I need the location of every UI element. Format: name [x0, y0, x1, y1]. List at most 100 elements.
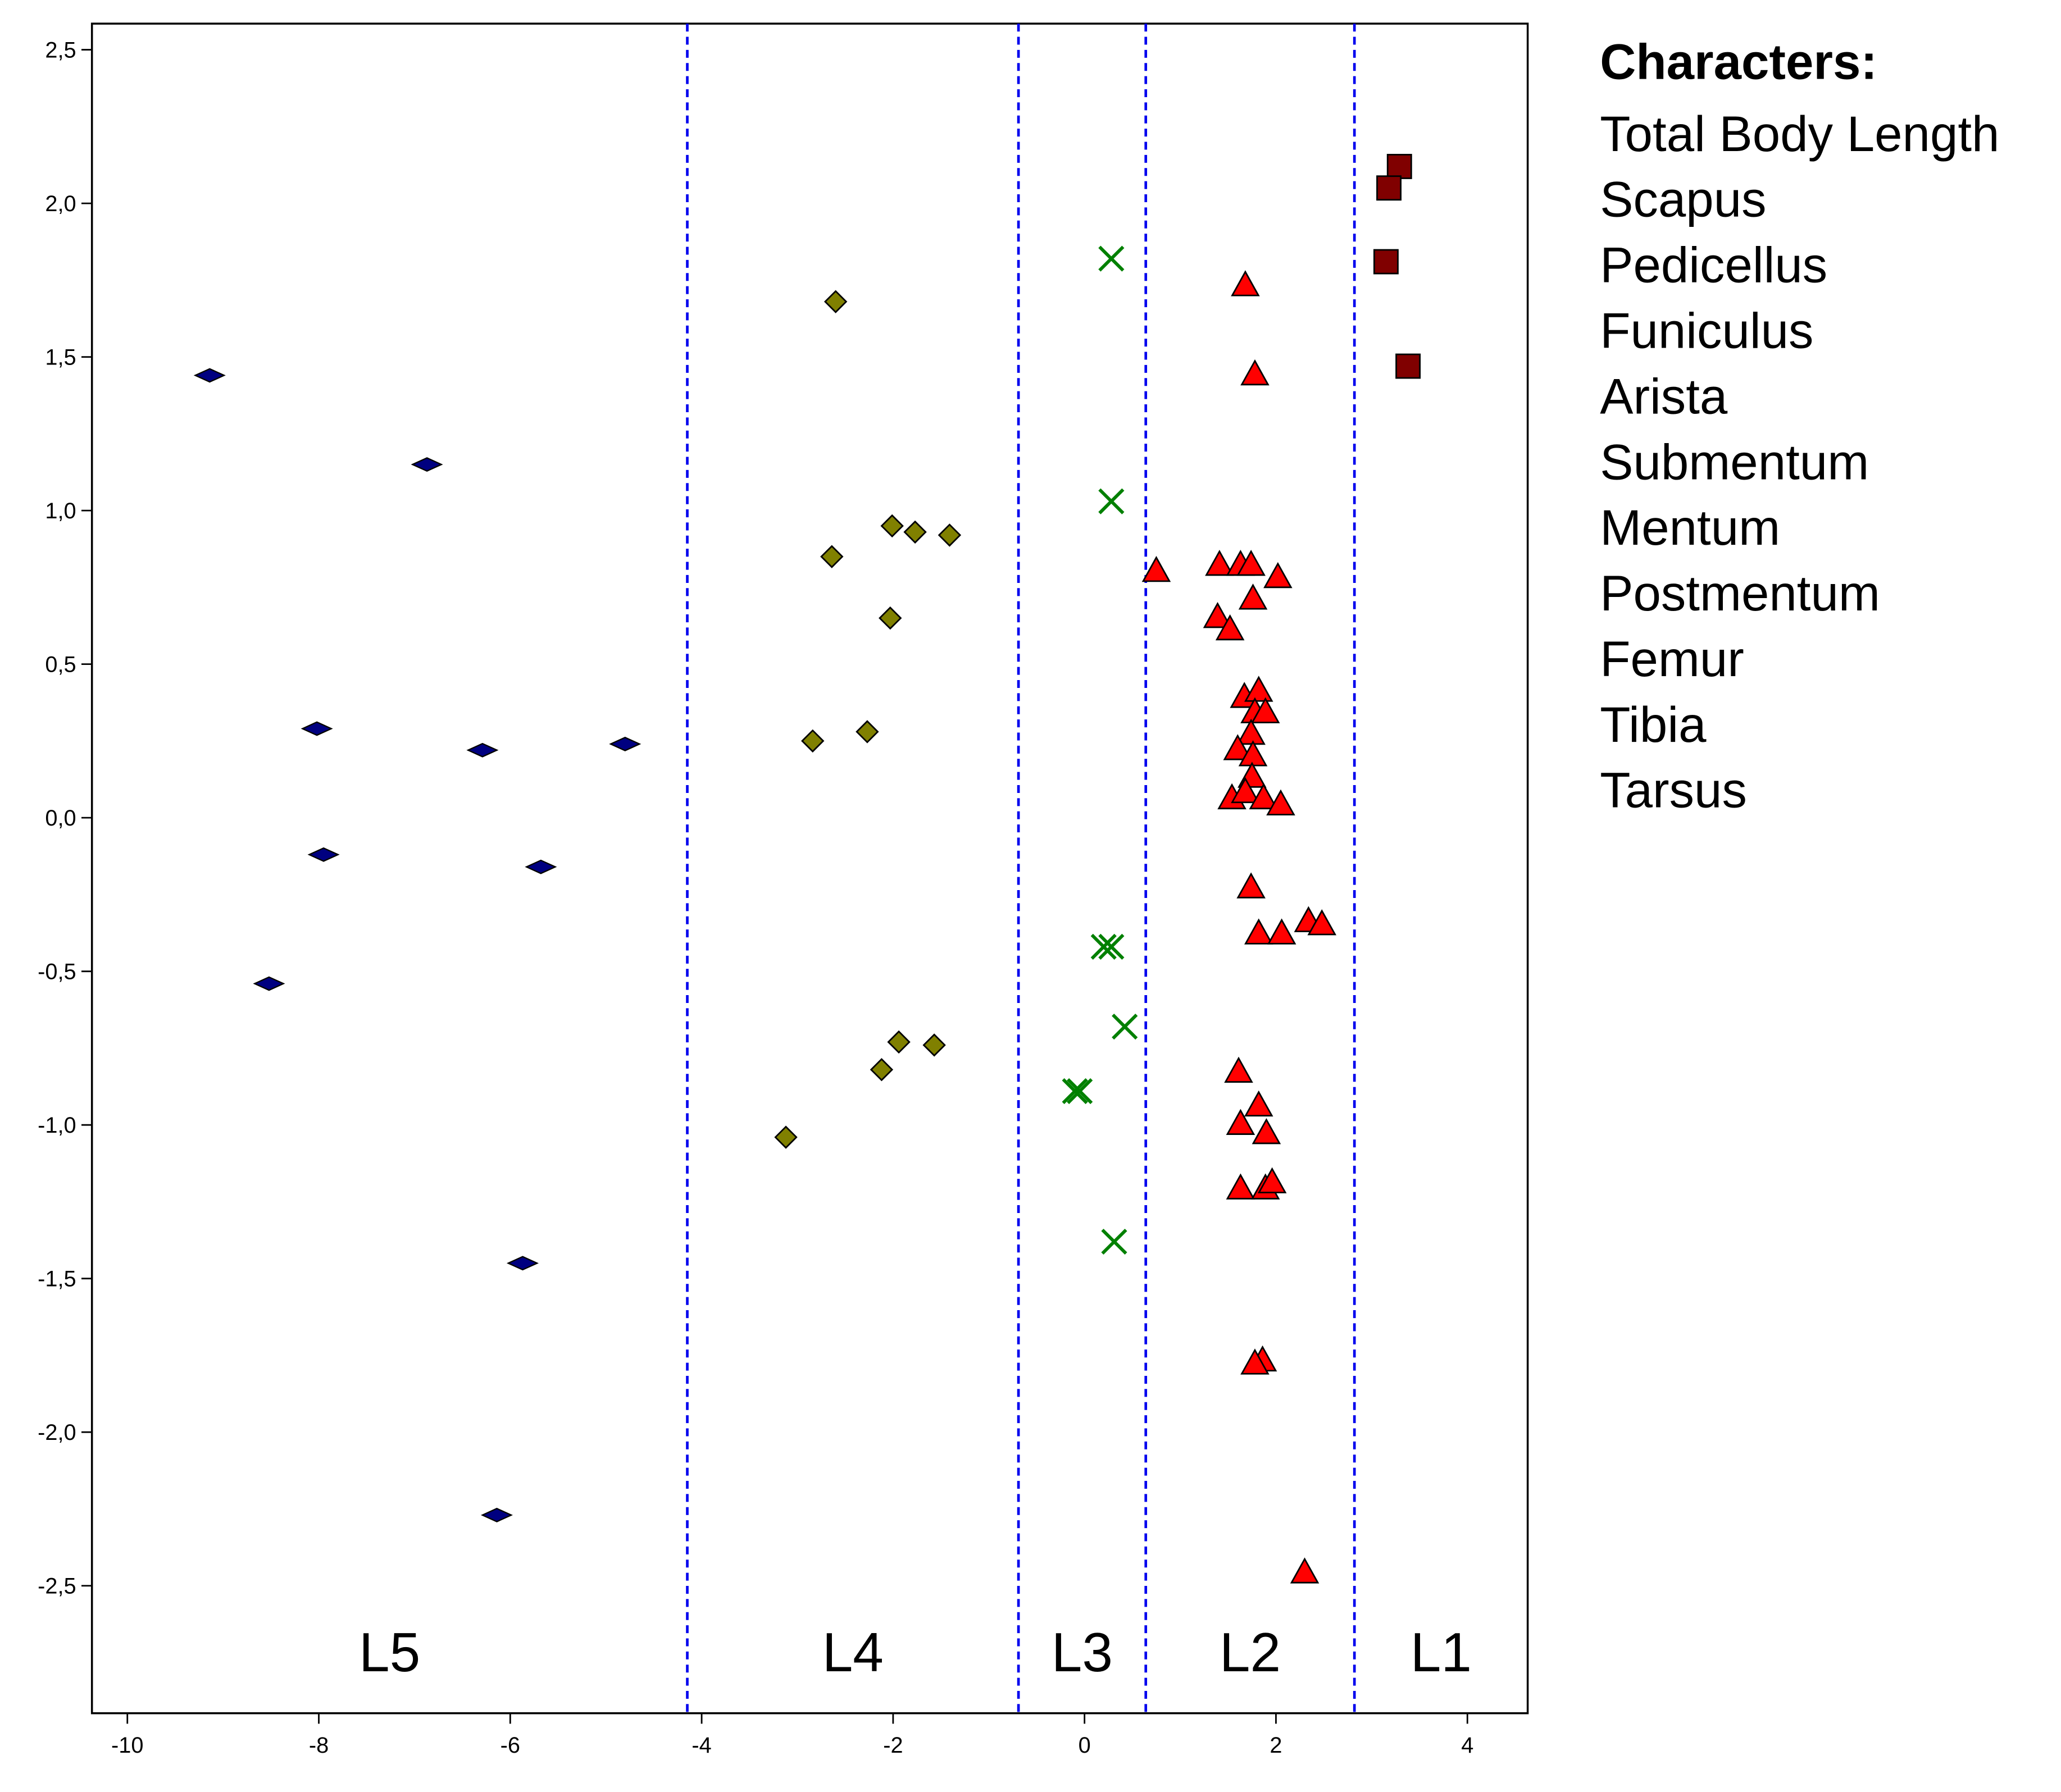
point — [1257, 1167, 1287, 1193]
point — [856, 720, 879, 744]
region-label: L2 — [1220, 1621, 1281, 1683]
legend-item: Total Body Length — [1600, 106, 1999, 162]
point — [480, 1507, 513, 1522]
legend-title: Characters: — [1600, 34, 1877, 89]
point — [1098, 245, 1125, 272]
point — [774, 1125, 798, 1149]
y-tick-label: -1,0 — [38, 1113, 76, 1138]
legend-item: Postmentum — [1600, 566, 1880, 621]
point — [1290, 1557, 1320, 1584]
y-tick-label: 0,0 — [45, 806, 76, 831]
region-label: L3 — [1052, 1621, 1113, 1683]
point — [1236, 549, 1266, 576]
x-tick-label: -8 — [309, 1733, 329, 1758]
legend-item: Femur — [1600, 631, 1744, 687]
legend-item: Funiculus — [1600, 303, 1813, 359]
point — [1395, 353, 1421, 379]
legend-item: Pedicellus — [1600, 238, 1827, 293]
point — [1236, 872, 1266, 899]
legend-item: Submentum — [1600, 434, 1869, 490]
point — [411, 457, 443, 472]
legend-item: Mentum — [1600, 500, 1780, 555]
point — [1062, 1078, 1088, 1105]
point — [1226, 1109, 1255, 1135]
point — [1112, 1014, 1138, 1040]
point — [1141, 555, 1171, 582]
x-tick-label: -6 — [501, 1733, 520, 1758]
y-tick-label: -2,5 — [38, 1574, 76, 1599]
point — [506, 1256, 539, 1271]
point — [1090, 933, 1117, 960]
legend-item: Scapus — [1600, 172, 1766, 227]
point — [1240, 1348, 1270, 1375]
point — [1238, 583, 1268, 610]
point — [301, 721, 333, 736]
x-tick-label: -2 — [883, 1733, 903, 1758]
point — [466, 742, 499, 758]
point — [824, 290, 848, 313]
point — [922, 1033, 946, 1057]
point — [1224, 1056, 1253, 1083]
point — [1101, 1228, 1127, 1255]
point — [1244, 1090, 1273, 1117]
point — [1205, 549, 1234, 576]
point — [1203, 601, 1232, 628]
point — [253, 976, 285, 991]
point — [1376, 175, 1402, 201]
point — [1307, 909, 1337, 936]
point — [880, 514, 904, 538]
y-tick-label: 2,5 — [45, 38, 76, 63]
point — [938, 523, 962, 547]
y-tick-label: -1,5 — [38, 1267, 76, 1292]
point — [1231, 777, 1260, 804]
y-tick-label: -0,5 — [38, 960, 76, 984]
y-tick-label: -2,0 — [38, 1420, 76, 1445]
region-label: L5 — [359, 1621, 420, 1683]
point — [1266, 789, 1295, 816]
point — [525, 859, 557, 874]
y-tick-label: 2,0 — [45, 191, 76, 216]
legend-item: Tarsus — [1600, 763, 1747, 818]
legend-item: Tibia — [1600, 697, 1707, 753]
point — [1263, 562, 1293, 589]
point — [1252, 1118, 1281, 1144]
y-tick-label: 0,5 — [45, 653, 76, 677]
point — [1215, 614, 1245, 641]
point — [1236, 718, 1266, 745]
point — [1244, 676, 1273, 702]
point — [1098, 933, 1125, 960]
point — [903, 520, 927, 544]
point — [879, 606, 902, 630]
x-tick-label: 0 — [1079, 1733, 1091, 1758]
point — [1267, 918, 1296, 945]
point — [1231, 270, 1260, 297]
point — [1250, 697, 1280, 723]
point — [1249, 783, 1279, 810]
plot-frame — [90, 22, 1529, 1715]
point — [1244, 918, 1273, 945]
y-tick-label: 1,0 — [45, 499, 76, 523]
x-tick-label: -4 — [691, 1733, 711, 1758]
point — [193, 368, 226, 383]
point — [307, 847, 340, 862]
point — [1240, 359, 1270, 386]
point — [1226, 1173, 1255, 1200]
region-label: L1 — [1411, 1621, 1472, 1683]
point — [1223, 734, 1253, 760]
x-tick-label: -10 — [111, 1733, 143, 1758]
point — [609, 736, 641, 751]
region-label: L4 — [822, 1621, 884, 1683]
point — [1373, 249, 1399, 275]
legend-item: Arista — [1600, 368, 1728, 424]
point — [887, 1030, 911, 1054]
point — [1067, 1078, 1093, 1105]
point — [1386, 154, 1412, 179]
point — [820, 545, 844, 568]
x-tick-label: 2 — [1270, 1733, 1282, 1758]
point — [870, 1058, 894, 1082]
point — [1098, 488, 1125, 514]
x-tick-label: 4 — [1461, 1733, 1473, 1758]
point — [801, 729, 825, 753]
